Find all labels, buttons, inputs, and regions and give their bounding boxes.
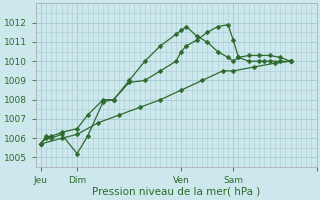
- X-axis label: Pression niveau de la mer( hPa ): Pression niveau de la mer( hPa ): [92, 187, 260, 197]
